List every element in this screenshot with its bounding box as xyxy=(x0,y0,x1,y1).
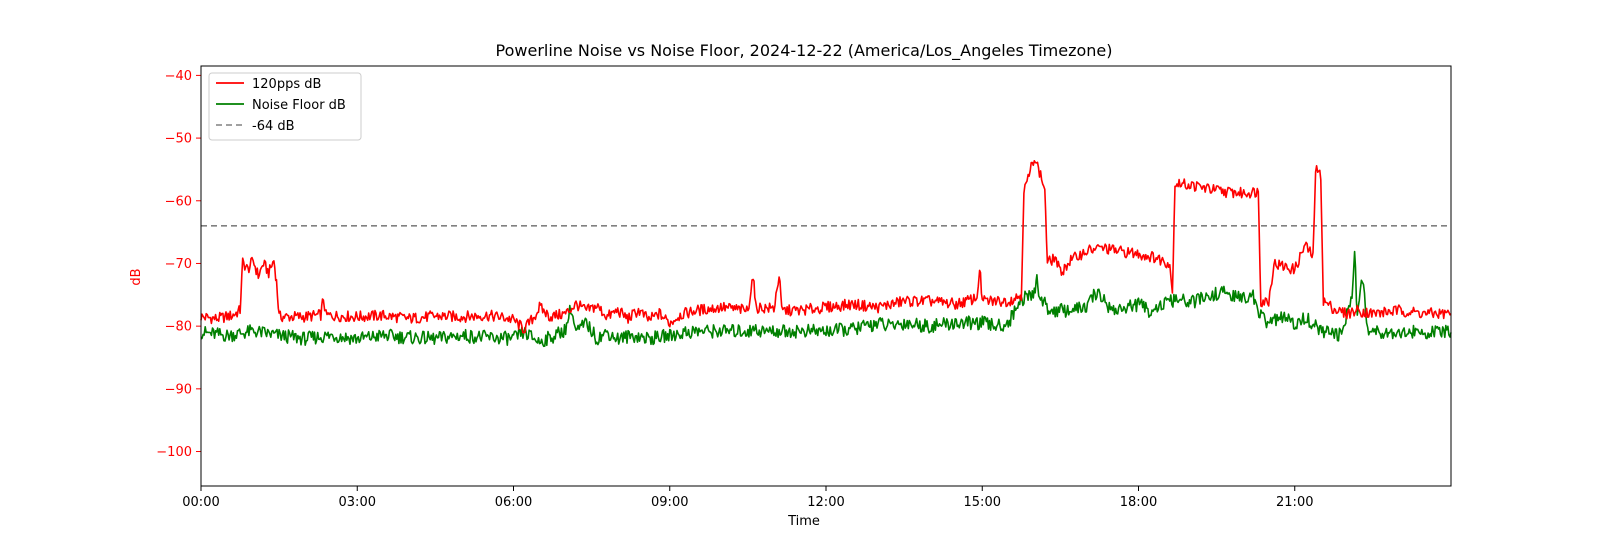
y-tick-label: −40 xyxy=(165,69,192,84)
x-tick-label: 06:00 xyxy=(495,495,532,510)
x-axis-label: Time xyxy=(787,514,820,529)
y-tick-label: −90 xyxy=(165,382,192,397)
y-axis-label: dB xyxy=(129,268,144,285)
y-axis-ticks: −40 −50 −60 −70 −80 −90 −100 xyxy=(156,69,201,460)
legend-label-signal: 120pps dB xyxy=(252,77,321,92)
x-tick-label: 03:00 xyxy=(339,495,376,510)
chart-title: Powerline Noise vs Noise Floor, 2024-12-… xyxy=(496,41,1113,61)
legend-label-floor: Noise Floor dB xyxy=(252,98,346,113)
x-tick-label: 21:00 xyxy=(1276,495,1313,510)
plot-lines xyxy=(200,160,1452,348)
x-tick-label: 00:00 xyxy=(182,495,219,510)
x-tick-label: 18:00 xyxy=(1120,495,1157,510)
plot-frame xyxy=(200,65,1452,487)
legend: 120pps dB Noise Floor dB -64 dB xyxy=(208,72,362,141)
series-line-120pps xyxy=(200,160,1452,334)
series-line-noise-floor xyxy=(200,250,1452,348)
x-tick-label: 15:00 xyxy=(964,495,1001,510)
legend-label-threshold: -64 dB xyxy=(252,119,295,134)
y-tick-label: −50 xyxy=(165,132,192,147)
y-tick-label: −60 xyxy=(165,194,192,209)
y-tick-label: −70 xyxy=(165,257,192,272)
legend-box xyxy=(208,72,362,141)
y-tick-label: −80 xyxy=(165,320,192,335)
y-tick-label: −100 xyxy=(156,445,192,460)
x-axis-ticks: 00:00 03:00 06:00 09:00 12:00 15:00 18:00 21:00 xyxy=(182,486,1313,510)
x-tick-label: 12:00 xyxy=(807,495,844,510)
x-tick-label: 09:00 xyxy=(651,495,688,510)
